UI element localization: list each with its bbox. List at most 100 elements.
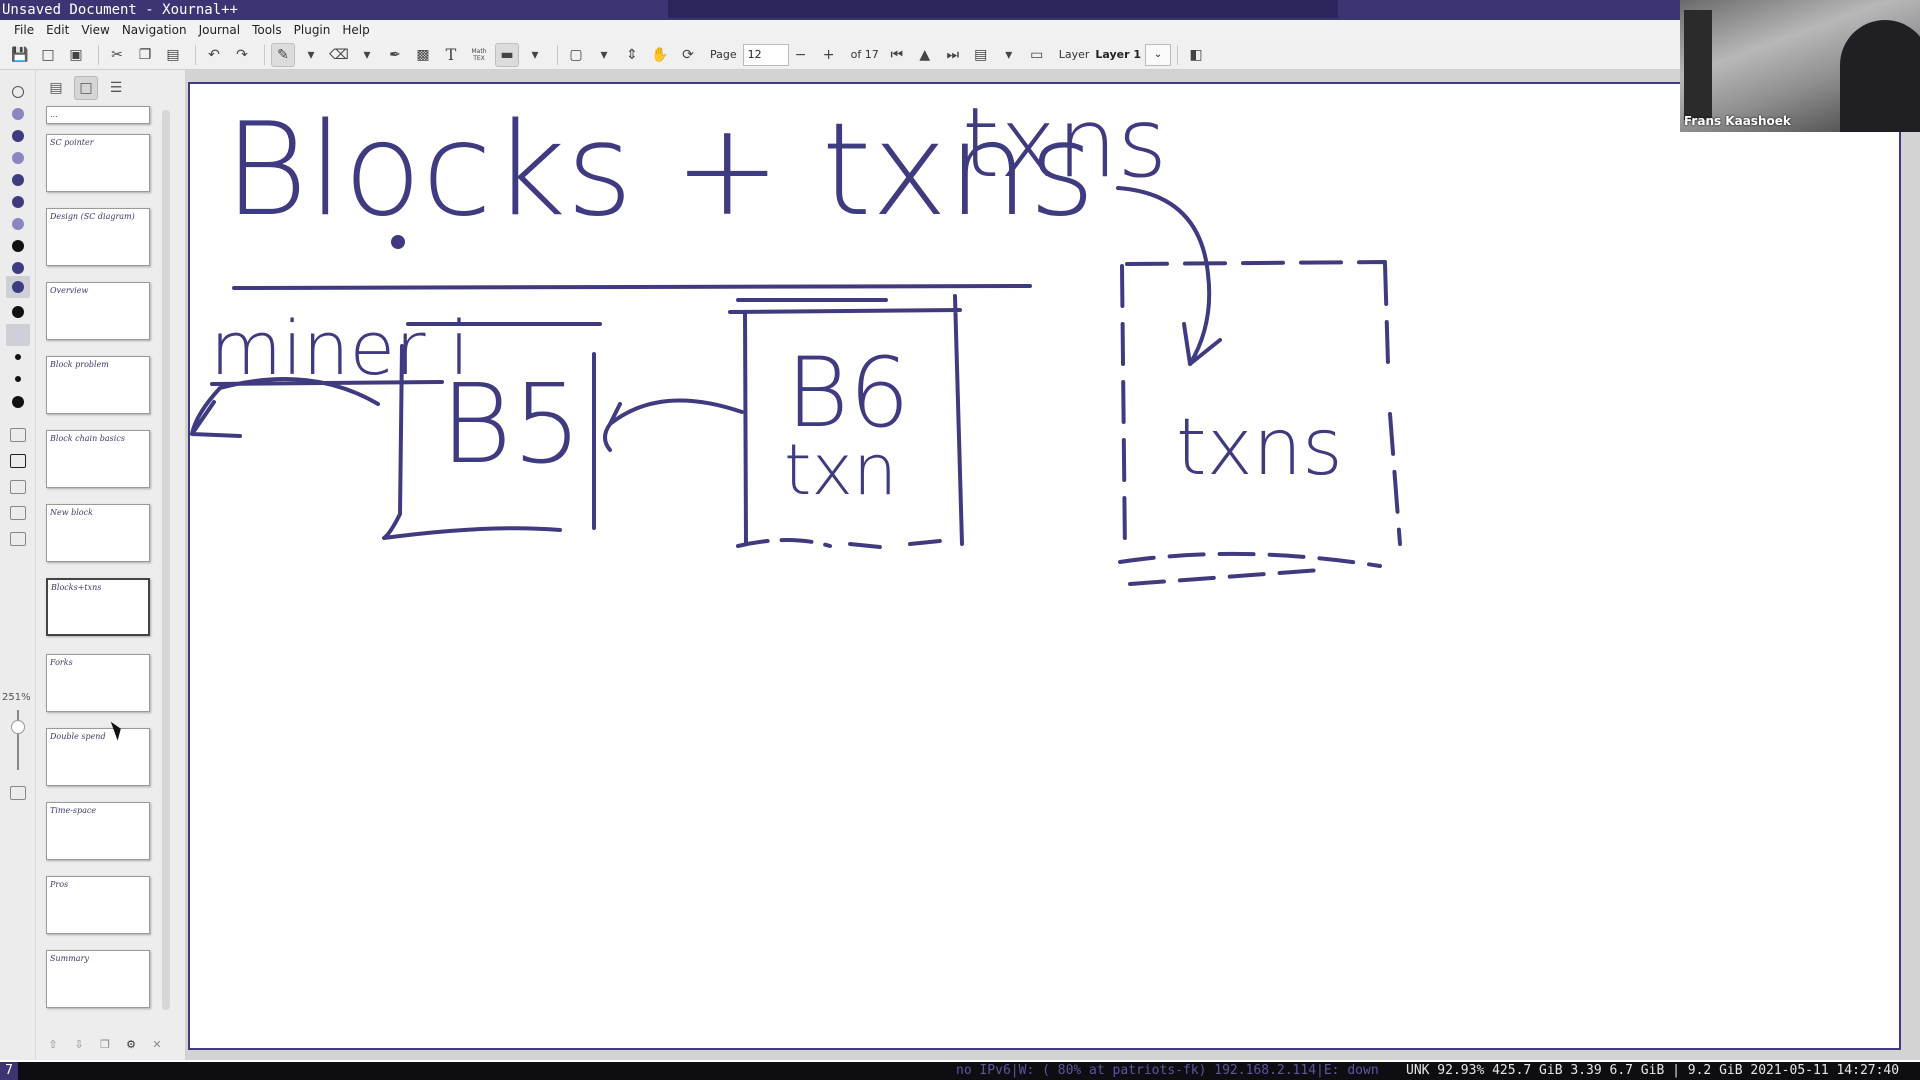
presentation-icon[interactable] [10, 454, 26, 468]
block5-label: B5 [440, 360, 582, 488]
menu-view[interactable]: View [81, 23, 110, 37]
layer-select-value[interactable]: Layer 1 [1095, 48, 1142, 61]
select-options-chevron-icon[interactable]: ▾ [600, 46, 608, 63]
page-thumbnail[interactable]: Summary [46, 950, 150, 1008]
stroke-medium-option[interactable] [15, 376, 21, 382]
page-thumbnail[interactable]: Block chain basics [46, 430, 150, 488]
page-thumbnail[interactable]: SC pointer [46, 134, 150, 192]
rotate-icon[interactable]: ⟳ [682, 46, 694, 63]
insert-page-chevron-icon[interactable]: ▾ [1005, 46, 1013, 63]
text-tool-icon[interactable]: T [445, 45, 457, 64]
page-thumbnail[interactable]: Time-space [46, 802, 150, 860]
thumb-text: Block problem [50, 360, 109, 369]
outline-tab-icon[interactable]: ▤ [49, 80, 63, 96]
color-white-swatch[interactable] [12, 86, 24, 98]
layer-dropdown-chevron-icon[interactable]: ⌄ [1145, 43, 1172, 66]
page-thumbnail[interactable]: Forks [46, 654, 150, 712]
color-swatch[interactable] [12, 108, 24, 120]
video-call-tile[interactable]: Frans Kaashoek [1680, 0, 1920, 132]
delete-page-close-icon[interactable]: ✕ [152, 1037, 162, 1051]
pool-box-dashed [1120, 260, 1402, 556]
zoom-slider[interactable] [17, 710, 19, 770]
window-title: Unsaved Document - Xournal++ [2, 2, 239, 18]
stroke-thin-option[interactable] [15, 354, 21, 360]
shape-options-chevron-icon[interactable]: ▾ [531, 46, 539, 63]
color-swatch[interactable] [12, 152, 24, 164]
math-tex-icon[interactable]: Math TEX [471, 47, 487, 62]
image-icon[interactable]: ▩ [416, 46, 430, 63]
menu-help[interactable]: Help [342, 23, 370, 37]
page-thumbnail[interactable]: Design (SC diagram) [46, 208, 150, 266]
eraser-icon[interactable]: ⌫ [329, 46, 349, 63]
page-thumbnail[interactable]: ... [46, 106, 150, 124]
workspace-indicator[interactable]: 7 [0, 1062, 18, 1080]
sidebar-footer: ⇧ ⇩ ❐ ⚙ ✕ [36, 1028, 186, 1060]
menu-journal[interactable]: Journal [198, 23, 241, 37]
menu-edit[interactable]: Edit [46, 23, 70, 37]
titlebar-decoration [668, 0, 1338, 18]
eraser-options-chevron-icon[interactable]: ▾ [363, 46, 371, 63]
tool-option-icon[interactable] [10, 480, 26, 494]
redo-icon[interactable]: ↷ [236, 46, 248, 63]
stroke-fine-selected[interactable] [6, 324, 30, 346]
move-page-down-icon[interactable]: ⇩ [74, 1037, 84, 1051]
color-swatch[interactable] [12, 262, 24, 274]
stroke-thick-option[interactable] [12, 396, 24, 408]
new-page-icon[interactable]: □ [41, 46, 55, 63]
page-thumbnail-selected[interactable]: Blocks+txns [46, 578, 150, 636]
drawing-page[interactable]: Blocks + txns miner i B5 B6 txn txns txn… [188, 82, 1901, 1050]
page-thumbnail[interactable]: Overview [46, 282, 150, 340]
fullscreen-icon[interactable]: ◧ [1189, 46, 1203, 63]
page-decrement-button[interactable]: − [794, 46, 807, 63]
page-thumbnail[interactable]: Pros [46, 876, 150, 934]
vertical-space-icon[interactable]: ⇕ [626, 46, 638, 63]
shape-fill-icon[interactable]: ▬ [495, 42, 519, 67]
save-icon[interactable]: 💾 [11, 46, 29, 63]
pen-options-chevron-icon[interactable]: ▾ [307, 46, 315, 63]
zoom-fit-icon[interactable] [10, 786, 26, 800]
previous-page-icon[interactable]: ▲ [919, 46, 931, 63]
hand-icon[interactable]: ✋ [651, 46, 669, 63]
color-swatch[interactable] [12, 218, 24, 230]
highlighter-icon[interactable]: ✒ [389, 46, 401, 63]
pen-icon[interactable]: ✎ [271, 42, 295, 67]
sidebar-tabs: ▤ □ ☰ [36, 70, 185, 106]
first-page-icon[interactable]: ⏮ [890, 46, 904, 63]
page-number-input[interactable]: 12 [742, 43, 789, 66]
delete-page-icon[interactable]: ▭ [1030, 46, 1044, 63]
menu-navigation[interactable]: Navigation [121, 23, 187, 37]
page-thumbnail[interactable]: New block [46, 504, 150, 562]
page-increment-button[interactable]: + [822, 46, 835, 63]
color-swatch[interactable] [12, 196, 24, 208]
open-icon[interactable]: ▣ [69, 46, 83, 63]
menu-file[interactable]: File [14, 23, 35, 37]
menu-plugin[interactable]: Plugin [293, 23, 331, 37]
zoom-slider-handle[interactable] [11, 720, 25, 734]
copy-icon[interactable]: ❐ [138, 46, 152, 63]
tool-option-icon[interactable] [10, 428, 26, 442]
menu-tools[interactable]: Tools [252, 23, 282, 37]
undo-icon[interactable]: ↶ [208, 46, 220, 63]
zoom-level: 251% [2, 692, 31, 703]
page-thumbnail[interactable]: Double spend [46, 728, 150, 786]
paste-icon[interactable]: ▤ [166, 46, 180, 63]
cut-icon[interactable]: ✂ [111, 46, 123, 63]
page-preview-tab-icon[interactable]: □ [74, 76, 98, 100]
color-black-swatch[interactable] [12, 240, 24, 252]
page-thumbnail[interactable]: Block problem [46, 356, 150, 414]
insert-page-icon[interactable]: ▤ [974, 46, 988, 63]
next-page-icon[interactable]: ⏭ [946, 46, 960, 63]
move-page-up-icon[interactable]: ⇧ [48, 1037, 58, 1051]
tool-option-icon[interactable] [10, 532, 26, 546]
duplicate-page-icon[interactable]: ❐ [100, 1037, 110, 1051]
sidebar-scrollbar-track[interactable] [162, 110, 170, 1010]
tool-option-icon[interactable] [10, 506, 26, 520]
page-settings-icon[interactable]: ⚙ [126, 1037, 136, 1051]
layer-tab-icon[interactable]: ☰ [109, 80, 123, 96]
select-rect-icon[interactable]: ▢ [569, 46, 583, 63]
color-swatch[interactable] [12, 174, 24, 186]
color-swatch[interactable] [12, 130, 24, 142]
selected-color-swatch[interactable] [12, 281, 24, 293]
toolbar-separator [195, 44, 196, 65]
color-black-swatch[interactable] [12, 306, 24, 318]
